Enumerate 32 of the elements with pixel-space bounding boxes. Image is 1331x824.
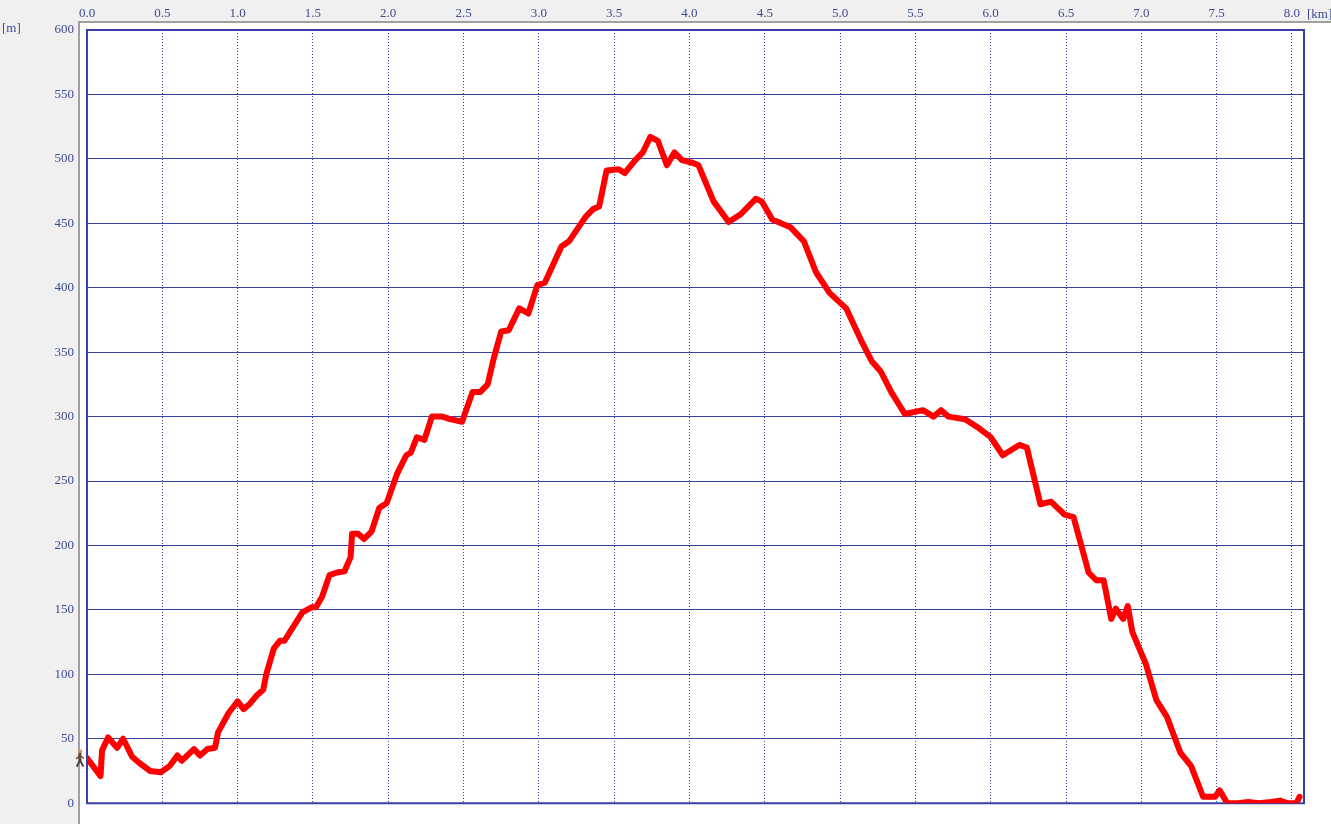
y-tick-label: 200 [54,536,74,552]
x-tick-label: 0.0 [78,4,96,20]
x-tick-label: 4.0 [681,4,698,20]
x-tick-label: 5.0 [831,4,849,20]
y-tick-label: 450 [54,214,74,230]
y-tick-label: 550 [54,85,74,101]
y-tick-label: 500 [54,150,74,166]
y-tick-label: 350 [54,343,74,359]
x-tick-label: 1.0 [229,4,246,20]
x-tick-label: 3.5 [606,4,623,20]
y-tick-label: 300 [54,408,74,424]
x-tick-label: 4.5 [756,4,773,20]
y-axis-title: [m] [2,20,21,36]
y-tick-label: 250 [54,472,74,488]
x-tick-label: 0.5 [154,4,171,20]
y-tick-label: 400 [54,279,74,295]
x-tick-label: 8.0 [1283,4,1301,20]
x-tick-label: 6.0 [982,4,999,20]
x-tick-label: 7.5 [1208,4,1225,20]
y-tick-label: 0 [67,794,74,810]
x-tick-label: 5.5 [907,4,924,20]
x-tick-label: 2.5 [455,4,472,20]
x-tick-label: 3.0 [530,4,547,20]
x-tick-label: 6.5 [1057,4,1075,20]
x-tick-label: 7.0 [1133,4,1150,20]
x-tick-label: 2.0 [380,4,397,20]
x-tick-label: 1.5 [304,4,322,20]
y-tick-label: 100 [54,665,74,681]
y-tick-label: 50 [61,730,74,746]
x-axis-title: [km] [1307,6,1331,22]
y-tick-label: 600 [54,21,74,37]
y-tick-label: 150 [54,601,74,617]
